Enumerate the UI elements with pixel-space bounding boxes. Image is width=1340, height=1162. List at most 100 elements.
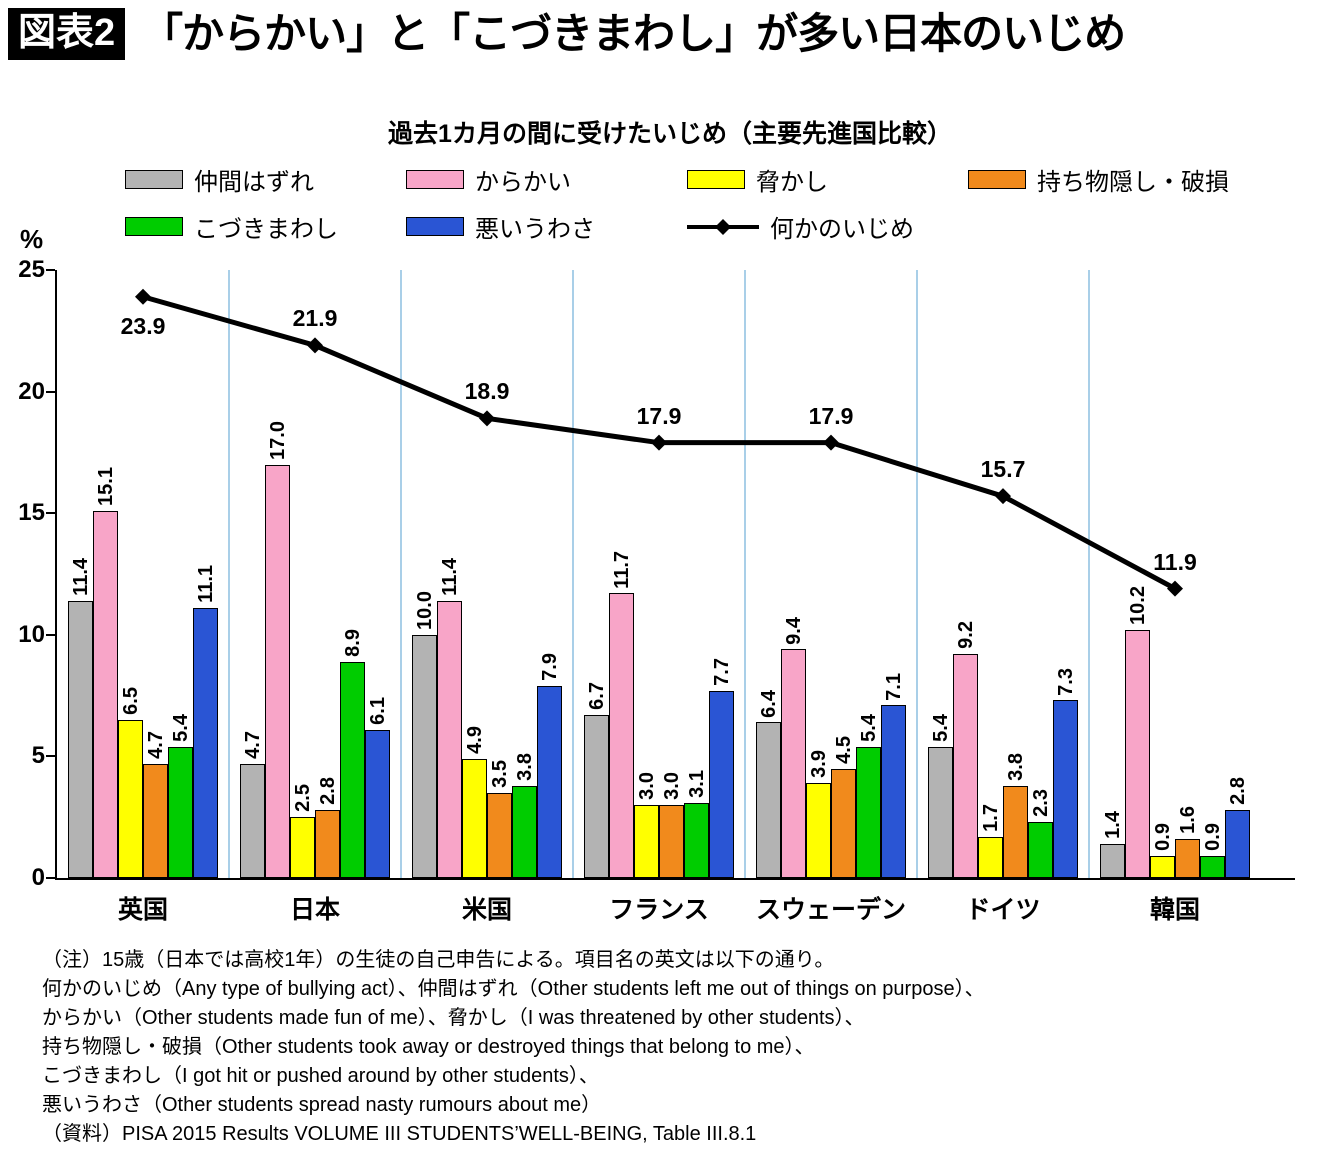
- bar: [1100, 843, 1125, 878]
- bar: [93, 510, 118, 878]
- legend-swatch-pink: [406, 170, 464, 189]
- note-line: 持ち物隠し・破損（Other students took away or des…: [42, 1036, 815, 1058]
- legend-label: 悪いうわさ: [475, 216, 595, 243]
- chart-legend: 仲間はずれ からかい 脅かし 持ち物隠し・破損 こづきまわし 悪いうわさ: [125, 162, 1305, 244]
- bar: [512, 785, 537, 878]
- bar: [265, 464, 290, 878]
- note-line: （注）15歳（日本では高校1年）の生徒の自己申告による。項目名の英文は以下の通り…: [42, 949, 835, 971]
- bar: [806, 783, 831, 878]
- line-value-label: 21.9: [292, 305, 338, 332]
- y-tick-label: 5: [31, 742, 45, 770]
- note-line: 悪いうわさ（Other students spread nasty rumour…: [42, 1094, 602, 1116]
- category-label: 米国: [461, 896, 512, 924]
- legend-label: 何かのいじめ: [770, 216, 914, 243]
- diamond-marker-icon: [651, 434, 667, 451]
- bar: [118, 719, 143, 878]
- y-tick-mark: [46, 269, 55, 271]
- bar: [143, 763, 168, 878]
- category-label: 韓国: [1149, 896, 1200, 924]
- line-value-label: 17.9: [808, 402, 854, 429]
- bar: [1028, 822, 1053, 878]
- legend-item-kozukimawashi: こづきまわし: [125, 209, 406, 244]
- bar: [1225, 809, 1250, 878]
- line-series-layer: [135, 288, 1183, 597]
- bar: [831, 768, 856, 878]
- y-tick-label: 25: [18, 256, 45, 283]
- bar: [709, 690, 734, 878]
- y-tick-mark: [46, 755, 55, 758]
- bar: [193, 608, 218, 878]
- bar: [462, 758, 487, 878]
- bar: [881, 705, 906, 878]
- x-axis-line: [55, 878, 1295, 880]
- diamond-marker-icon: [135, 288, 151, 305]
- legend-item-karakai: からかい: [406, 162, 687, 197]
- bar: [978, 836, 1003, 878]
- group-separator: [744, 270, 746, 878]
- footnotes: （注）15歳（日本では高校1年）の生徒の自己申告による。項目名の英文は以下の通り…: [42, 946, 985, 1149]
- legend-label: 脅かし: [756, 169, 828, 196]
- legend-swatch-yellow: [687, 170, 745, 189]
- bar: [1150, 856, 1175, 878]
- bar: [856, 746, 881, 878]
- note-line: 何かのいじめ（Any type of bullying act）、仲間はずれ（O…: [42, 978, 985, 1000]
- diamond-marker-icon: [479, 410, 495, 427]
- y-axis-line: [55, 270, 57, 880]
- legend-swatch-green: [125, 217, 183, 236]
- group-separator: [228, 270, 230, 878]
- legend-item-odokashi: 脅かし: [687, 162, 968, 197]
- bar: [781, 649, 806, 878]
- bar: [1053, 700, 1078, 878]
- group-separator: [916, 270, 918, 878]
- bar: [1125, 629, 1150, 878]
- bar: [437, 600, 462, 878]
- legend-item-any-bullying: 何かのいじめ: [687, 209, 968, 244]
- group-separator: [1088, 270, 1090, 878]
- bar: [290, 817, 315, 878]
- y-tick-mark: [46, 512, 55, 515]
- legend-label: こづきまわし: [194, 216, 338, 243]
- line-value-label: 11.9: [1153, 548, 1197, 575]
- legend-item-waruiuwasa: 悪いうわさ: [406, 209, 687, 244]
- bar: [365, 729, 390, 878]
- legend-label: 持ち物隠し・破損: [1037, 169, 1229, 196]
- bar: [168, 746, 193, 878]
- bar: [684, 802, 709, 878]
- bar: [68, 600, 93, 878]
- chart-title: 過去1カ月の間に受けたいじめ（主要先進国比較）: [388, 120, 952, 148]
- category-label: スウェーデン: [755, 896, 906, 924]
- line-value-label: 18.9: [464, 378, 510, 405]
- y-tick-label: 10: [18, 620, 45, 648]
- note-line: こづきまわし（I got hit or pushed around by oth…: [42, 1065, 599, 1087]
- category-label: フランス: [609, 896, 709, 924]
- legend-label: からかい: [475, 169, 571, 196]
- diamond-marker-icon: [307, 337, 323, 354]
- legend-item-mochimono: 持ち物隠し・破損: [968, 162, 1249, 197]
- diamond-marker-icon: [995, 488, 1011, 505]
- bar: [315, 809, 340, 878]
- legend-item-nakamahazure: 仲間はずれ: [125, 162, 406, 197]
- note-line: からかい（Other students made fun of me）、脅かし（…: [42, 1007, 865, 1029]
- bar: [487, 792, 512, 878]
- bar: [659, 805, 684, 878]
- y-tick-mark: [46, 633, 55, 636]
- bar: [537, 685, 562, 878]
- line-value-label: 23.9: [120, 312, 166, 339]
- bar: [609, 593, 634, 878]
- line-value-label: 15.7: [980, 456, 1026, 483]
- chart-plot-area: 0 5 10 15 20 25 11.4 4.7 10.0 6.7 6.4 5.4 1.4 15.1 17.…: [18, 256, 1295, 924]
- y-tick-label: 20: [18, 377, 45, 405]
- figure-header: 図表2 「からかい」と「こづきまわし」が多い日本のいじめ: [8, 8, 1126, 60]
- bar: [412, 634, 437, 878]
- legend-swatch-blue: [406, 217, 464, 236]
- legend-swatch-gray: [125, 170, 183, 189]
- bar: [584, 715, 609, 878]
- category-label: ドイツ: [965, 896, 1041, 924]
- note-line: （資料）PISA 2015 Results VOLUME III STUDENT…: [42, 1123, 757, 1145]
- legend-swatch-orange: [968, 170, 1026, 189]
- bar: [1003, 785, 1028, 878]
- legend-label: 仲間はずれ: [194, 169, 314, 196]
- bar: [340, 661, 365, 878]
- bar: [1200, 856, 1225, 878]
